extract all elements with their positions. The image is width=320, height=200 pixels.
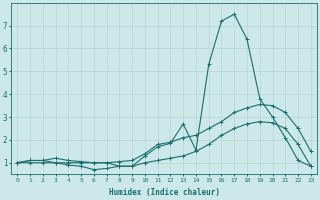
- X-axis label: Humidex (Indice chaleur): Humidex (Indice chaleur): [108, 188, 220, 197]
